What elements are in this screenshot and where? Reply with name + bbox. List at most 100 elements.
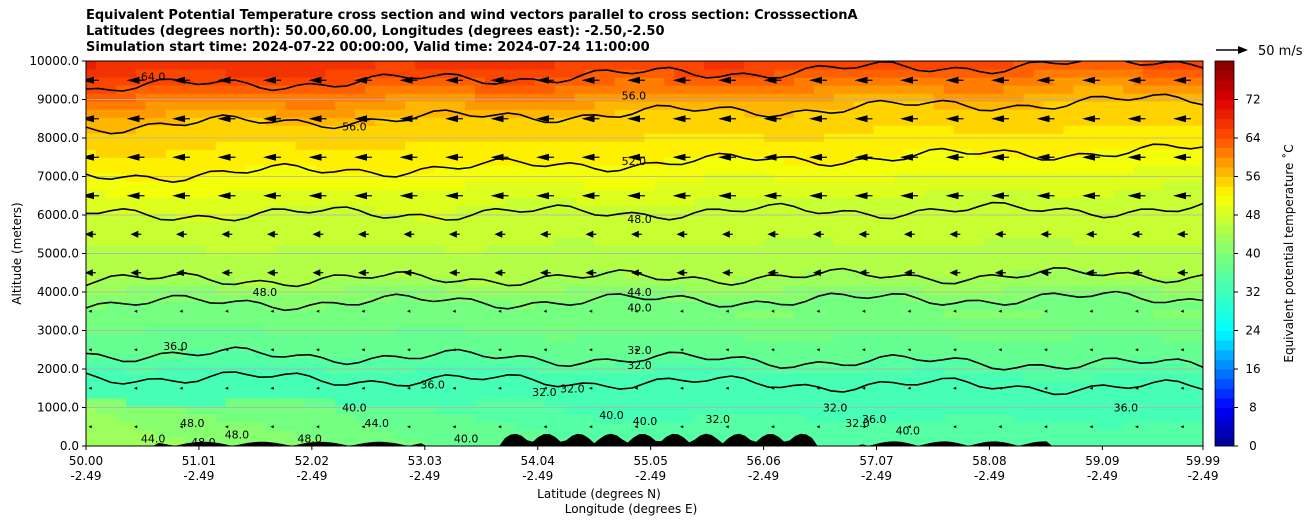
field-cell (544, 253, 556, 263)
field-cell (315, 149, 326, 158)
field-cell (1093, 365, 1104, 375)
field-cell (1103, 438, 1114, 446)
field-cell (614, 141, 626, 150)
field-cell (594, 157, 606, 166)
field-cell (245, 405, 257, 415)
field-cell (624, 430, 636, 439)
field-cell (215, 189, 227, 198)
field-cell (345, 117, 356, 126)
field-cell (195, 421, 207, 431)
field-cell (504, 93, 516, 102)
field-cell (305, 189, 316, 198)
field-cell (355, 61, 366, 70)
field-cell (554, 229, 566, 238)
field-cell (1003, 157, 1015, 166)
field-cell (824, 438, 835, 446)
field-cell (1103, 309, 1114, 319)
field-cell (325, 438, 336, 446)
field-cell (275, 261, 287, 271)
field-cell (115, 109, 127, 118)
field-cell (1043, 430, 1054, 439)
field-cell (804, 77, 815, 86)
field-cell (903, 149, 915, 158)
field-cell (405, 125, 416, 134)
field-cell (634, 157, 646, 166)
field-cell (1003, 261, 1015, 271)
field-cell (405, 221, 416, 230)
field-cell (1073, 69, 1084, 78)
field-cell (445, 205, 456, 214)
field-cell (804, 389, 815, 399)
field-cell (105, 285, 117, 295)
field-cell (295, 349, 306, 359)
field-cell (195, 109, 207, 118)
field-cell (435, 405, 446, 415)
field-cell (903, 221, 915, 230)
field-cell (395, 181, 406, 190)
field-cell (893, 221, 905, 230)
field-cell (315, 221, 326, 230)
field-cell (684, 285, 695, 295)
field-cell (355, 101, 366, 110)
field-cell (784, 229, 795, 238)
field-cell (265, 109, 277, 118)
field-cell (315, 125, 326, 134)
field-cell (205, 269, 217, 279)
field-cell (305, 157, 316, 166)
field-cell (305, 349, 316, 359)
field-cell (744, 117, 755, 126)
field-cell (265, 430, 277, 439)
field-cell (893, 357, 905, 367)
field-cell (105, 389, 117, 399)
field-cell (385, 301, 396, 311)
field-cell (1093, 277, 1104, 287)
field-cell (754, 333, 765, 343)
field-cell (764, 373, 775, 383)
field-cell (973, 117, 985, 126)
field-cell (475, 229, 486, 238)
field-cell (564, 85, 576, 94)
field-cell (455, 77, 466, 86)
field-cell (544, 205, 556, 214)
field-cell (435, 189, 446, 198)
field-cell (165, 229, 177, 238)
field-cell (634, 213, 646, 222)
field-cell (425, 85, 436, 94)
field-cell (375, 141, 386, 150)
field-cell (604, 229, 616, 238)
field-cell (644, 165, 656, 174)
field-cell (1063, 173, 1074, 182)
field-cell (953, 85, 965, 94)
field-cell (365, 245, 376, 255)
field-cell (265, 157, 277, 166)
field-cell (654, 373, 666, 383)
field-cell (435, 181, 446, 190)
field-cell (554, 365, 566, 375)
field-cell (514, 293, 526, 303)
field-cell (1083, 237, 1094, 247)
field-cell (1003, 149, 1015, 158)
field-cell (1053, 301, 1064, 311)
field-cell (634, 349, 646, 359)
field-cell (1063, 389, 1074, 399)
field-cell (853, 213, 865, 222)
field-cell (385, 317, 396, 327)
field-cell (115, 261, 127, 271)
field-cell (1063, 109, 1074, 118)
field-cell (604, 245, 616, 255)
field-cell (155, 389, 167, 399)
field-cell (853, 117, 865, 126)
field-cell (115, 189, 127, 198)
field-cell (674, 173, 685, 182)
field-cell (584, 261, 596, 271)
field-cell (784, 205, 795, 214)
field-cell (465, 77, 476, 86)
field-cell (574, 221, 586, 230)
field-cell (754, 341, 765, 351)
field-cell (205, 213, 217, 222)
field-cell (195, 101, 207, 110)
field-cell (714, 333, 725, 343)
field-cell (455, 149, 466, 158)
field-cell (853, 253, 865, 263)
field-cell (604, 69, 616, 78)
